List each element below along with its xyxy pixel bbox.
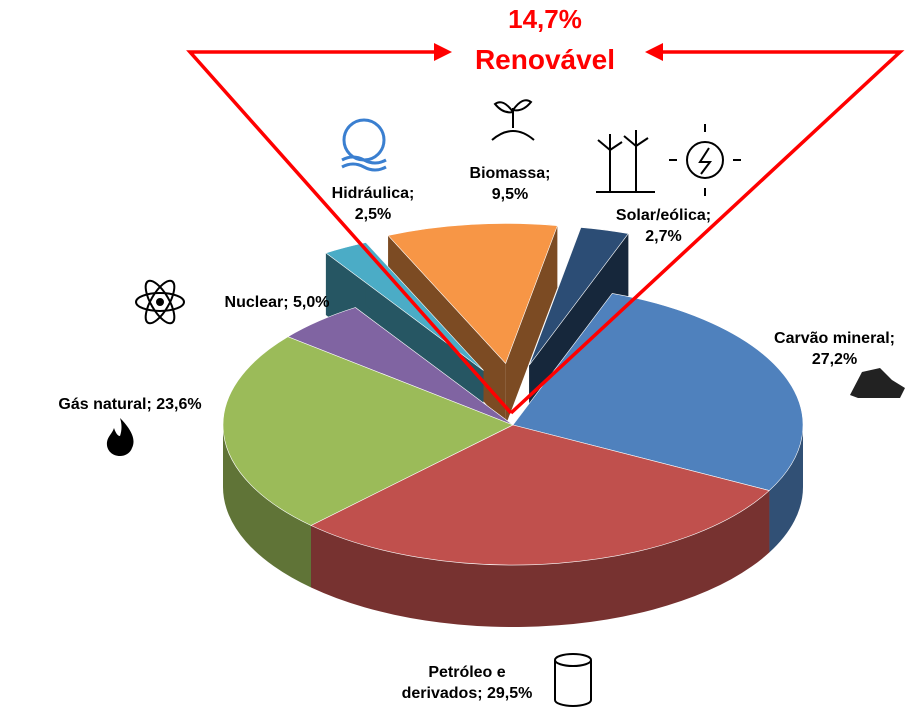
hydro-icon: [341, 118, 387, 172]
data-label: Petróleo e derivados; 29,5%: [392, 662, 542, 704]
data-label: Hidráulica; 2,5%: [318, 183, 428, 225]
leaf-icon: [491, 99, 535, 141]
slice-side: [311, 490, 770, 627]
data-label: Biomassa; 9,5%: [455, 163, 565, 205]
category-label: Carvão mineral;: [774, 330, 895, 347]
data-label: Gás natural; 23,6%: [15, 394, 245, 415]
sun-icon: [669, 124, 741, 196]
slice-side: [769, 425, 803, 553]
flame-icon: [106, 418, 134, 456]
slice-face: [505, 225, 558, 426]
value-label: 5,0%: [293, 294, 330, 311]
slice: [310, 424, 770, 627]
renewable-bracket: [186, 50, 513, 415]
value-label: 2,5%: [354, 206, 392, 223]
slice: [387, 223, 558, 365]
value-label: 27,2%: [811, 351, 858, 368]
arrow-head: [645, 43, 663, 61]
category-label: Solar/eólica;: [615, 207, 712, 224]
annotation-text: Renovável: [474, 44, 616, 75]
category-label: Biomassa;: [469, 165, 551, 182]
arrow-head: [434, 43, 452, 61]
wind-icon: [596, 130, 655, 193]
renewable-bracket: [509, 50, 905, 415]
coal-icon: [850, 368, 905, 398]
slice: [222, 336, 514, 526]
value-label: 2,7%: [645, 228, 682, 245]
value-label: 9,5%: [491, 186, 529, 203]
category-label: Hidráulica;: [331, 185, 415, 202]
annotation-value: 14,7%: [508, 4, 582, 34]
category-label: Nuclear;: [224, 294, 289, 311]
barrel-icon: [554, 653, 592, 707]
slice-side: [223, 425, 312, 588]
category-label: Gás natural;: [58, 396, 152, 413]
value-label: 23,6%: [156, 396, 202, 413]
atom-icon: [135, 279, 185, 325]
category-label: Petróleo e derivados;: [401, 664, 506, 702]
slice: [310, 424, 770, 566]
slice: [528, 227, 629, 366]
value-label: 29,5%: [487, 685, 533, 702]
data-label: Nuclear; 5,0%: [192, 292, 362, 313]
data-label: Solar/eólica; 2,7%: [596, 205, 731, 247]
data-label: Carvão mineral; 27,2%: [752, 328, 915, 370]
